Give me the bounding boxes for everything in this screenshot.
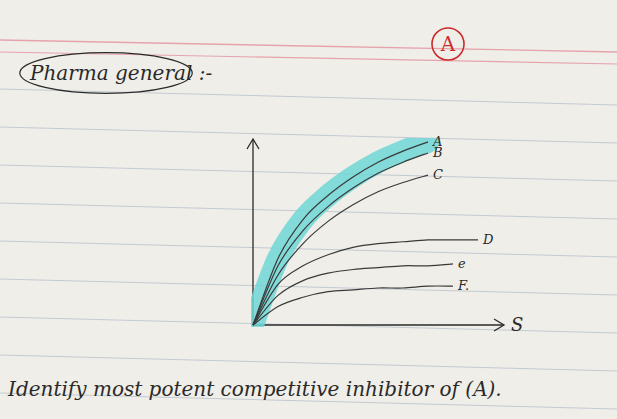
series-label: D xyxy=(482,232,494,247)
highlight xyxy=(253,142,428,325)
series-label: F. xyxy=(457,278,469,293)
margin-line xyxy=(0,40,617,52)
y-arrow xyxy=(247,139,259,149)
series-line xyxy=(253,240,478,325)
paper xyxy=(0,0,617,419)
series-line xyxy=(253,264,453,325)
line-labels: ABCDeF. xyxy=(432,134,494,293)
series-label: e xyxy=(458,256,466,271)
question: Identify most potent competitive inhibit… xyxy=(7,377,502,401)
answer-circle xyxy=(432,28,464,60)
series-line xyxy=(253,153,428,325)
ruled-line xyxy=(0,165,617,181)
x-axis-label: S xyxy=(511,314,523,335)
ruled-line xyxy=(0,127,617,143)
ruled-line xyxy=(0,279,617,295)
series-line xyxy=(253,142,428,325)
x-arrow xyxy=(494,319,504,331)
plot-area xyxy=(253,142,478,325)
answer: A xyxy=(440,32,456,56)
ruled-line xyxy=(0,241,617,257)
ruled-line xyxy=(0,355,617,371)
ruled-line xyxy=(0,89,617,105)
ruled-line xyxy=(0,317,617,333)
x-axis xyxy=(253,324,503,325)
series-line xyxy=(253,286,453,325)
page: Pharma general :-SABCDeF.AIdentify most … xyxy=(0,0,617,419)
title-circle xyxy=(20,53,192,94)
series-label: B xyxy=(432,145,443,160)
series-label: C xyxy=(433,167,443,182)
